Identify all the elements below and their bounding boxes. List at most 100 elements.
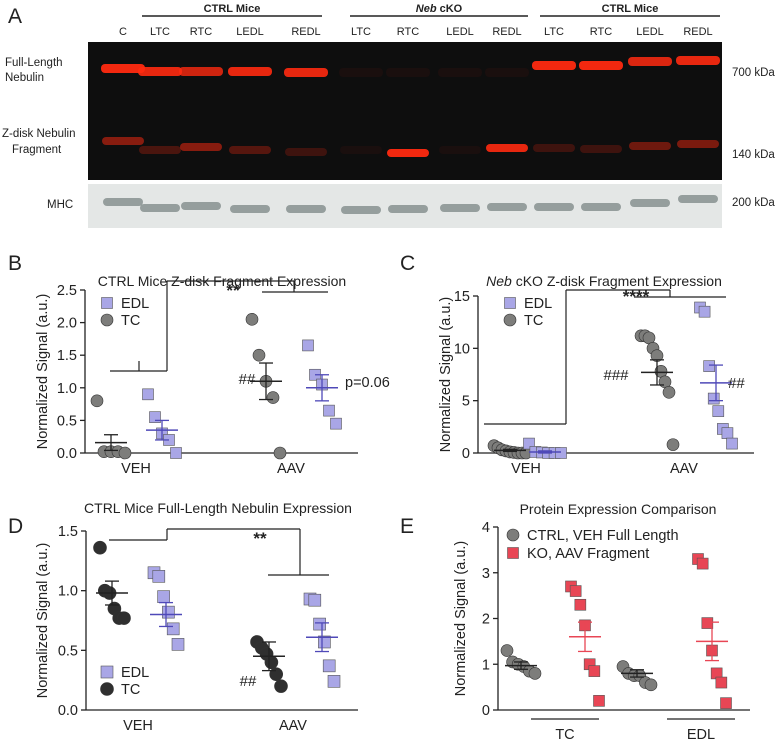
lane-label-1-3: REDL (492, 26, 521, 38)
size-label-700: 700 kDa (732, 67, 775, 79)
lane-label-0-3: REDL (291, 26, 320, 38)
blot-band-mhc-0 (103, 198, 143, 206)
row-label-fragment: Fragment (12, 144, 62, 156)
panel-b-ytick-label-3: 1.5 (57, 348, 77, 364)
panel-d-ytick-label-2: 1.0 (58, 584, 78, 600)
panel-b-point-3-0 (302, 339, 314, 352)
panel-c-sig: **** (623, 287, 650, 306)
panel-d-point-0-0 (93, 540, 107, 555)
panel-b-point-2-3 (266, 391, 280, 404)
blot-band-zdisk-0 (102, 137, 144, 145)
panel-e-point-3-6 (720, 697, 732, 709)
panel-c-point-3-3 (707, 392, 720, 405)
panel-d-point-2-4 (269, 667, 284, 682)
panel-e-point-2-5 (644, 678, 658, 692)
panel-b-ytick-label-4: 2.0 (57, 316, 77, 332)
lane-label-1-2: LEDL (446, 26, 474, 38)
panel-e-point-3-1 (696, 557, 709, 570)
panel-b-ytick-label-1: 0.5 (57, 413, 77, 429)
blot-band-zdisk-2 (180, 143, 222, 151)
panel-b-xcat-aav: AAV (277, 461, 305, 477)
lane-label-0-1: RTC (190, 26, 212, 38)
panel-c-title: Neb cKO Z-disk Fragment Expression (486, 273, 722, 289)
blot-band-zdisk-3 (229, 146, 271, 154)
blot-band-zdisk-1 (139, 146, 181, 154)
blot-band-mhc-7 (440, 204, 480, 212)
blot-band-full-length-0 (101, 64, 145, 73)
panel-b-sig: ** (226, 281, 240, 300)
panel-b-point-0-4 (118, 446, 132, 460)
panel-d-ylabel: Normalized Signal (a.u.) (35, 543, 51, 699)
blot-band-zdisk-11 (629, 142, 671, 150)
blot-band-zdisk-5 (340, 146, 382, 154)
panel-label-b: B (8, 252, 22, 275)
panel-d-point-1-1 (152, 570, 166, 583)
panel-e-legend-marker-0 (506, 528, 520, 542)
panel-e-ylabel: Normalized Signal (a.u.) (453, 541, 469, 697)
row-label-nebulin: Nebulin (5, 72, 44, 84)
panel-c-legend-label-1: TC (524, 313, 543, 329)
panel-e-ytick-label-2: 2 (482, 612, 490, 628)
panel-e-xcat-edl: EDL (687, 727, 715, 739)
panel-e-point-3-2 (701, 617, 714, 629)
panel-d-xcat-veh: VEH (123, 718, 153, 734)
blot-band-zdisk-8 (486, 144, 528, 152)
blot-band-mhc-3 (230, 205, 270, 213)
panel-c-point-2-8 (666, 438, 680, 451)
panel-b-xcat-veh: VEH (121, 461, 151, 477)
blot-band-full-length-5 (339, 68, 383, 77)
panel-b-point-3-3 (323, 404, 335, 417)
panel-b-legend-marker-1 (100, 313, 114, 327)
blot-band-mhc-12 (678, 195, 718, 203)
panel-c-point-1-5 (555, 447, 567, 459)
panel-b-point-2-0 (245, 313, 259, 326)
panel-e-point-1-6 (593, 695, 605, 707)
blot-band-full-length-3 (228, 67, 272, 76)
blot-band-zdisk-4 (285, 148, 327, 156)
blot-band-full-length-10 (579, 61, 623, 70)
panel-d-legend-marker-0 (100, 665, 114, 679)
lane-label-1-1: RTC (397, 26, 419, 38)
panel-e-legend-label-0: CTRL, VEH Full Length (527, 528, 679, 544)
blot-band-full-length-4 (284, 68, 328, 77)
blot-group-label-1: Neb cKO (416, 3, 463, 15)
blot-band-full-length-6 (386, 68, 430, 77)
blot-band-full-length-2 (179, 67, 223, 76)
panel-d-point-1-2 (157, 590, 170, 603)
panel-c-xcat-veh: VEH (511, 461, 541, 477)
size-label-140: 140 kDa (732, 149, 775, 161)
panel-b-point-3-4 (330, 417, 342, 430)
panel-e-ytick-label-4: 4 (482, 520, 490, 536)
panel-e-title: Protein Expression Comparison (520, 501, 717, 517)
panel-d-ytick-label-1: 0.5 (58, 643, 78, 659)
panel-b-ytick-label-5: 2.5 (57, 283, 77, 299)
panel-d-xcat-aav: AAV (279, 718, 307, 734)
row-label-full-length: Full-Length (5, 57, 63, 69)
panel-c-point-1-0 (523, 437, 535, 450)
panel-d-point-1-3 (162, 605, 175, 619)
panel-c-ytick-label-3: 15 (454, 289, 470, 305)
lane-label-c: C (119, 26, 127, 38)
panel-d-point-3-4 (322, 659, 336, 673)
panel-b-point-1-4 (170, 447, 182, 459)
blot-band-zdisk-7 (439, 146, 481, 154)
panel-c-ytick-label-1: 5 (462, 394, 470, 410)
lane-label-0-0: LTC (150, 26, 170, 38)
panel-d-point-3-2 (313, 617, 326, 631)
blot-band-mhc-5 (341, 206, 381, 214)
blot-band-mhc-9 (534, 203, 574, 211)
panel-d-point-3-5 (327, 675, 341, 688)
lane-label-2-1: RTC (590, 26, 612, 38)
panel-e-point-1-1 (569, 585, 582, 597)
blot-group-label-0: CTRL Mice (204, 3, 261, 15)
blot-band-full-length-12 (676, 56, 720, 65)
panel-b-legend-label-0: EDL (121, 296, 149, 312)
panel-e-ytick-label-0: 0 (482, 703, 490, 719)
blot-band-full-length-11 (628, 57, 672, 66)
panel-d-sig: ** (253, 529, 267, 548)
panel-e-point-0-0 (500, 644, 514, 657)
panel-d-legend-marker-1 (100, 682, 114, 696)
panel-label-d: D (8, 515, 23, 538)
blot-band-mhc-11 (630, 199, 670, 207)
panel-b-legend-marker-0 (101, 297, 113, 309)
